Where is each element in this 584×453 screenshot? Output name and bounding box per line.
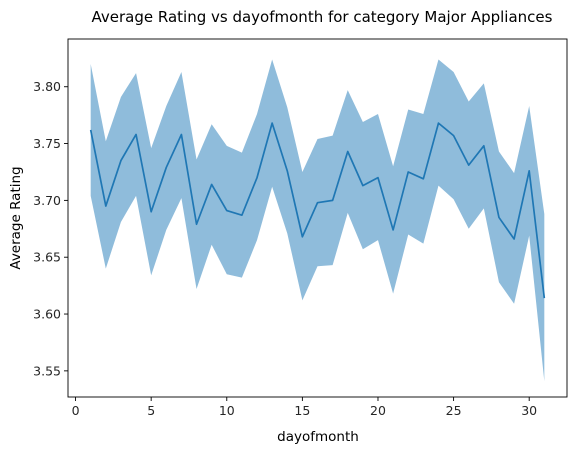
x-tick-label: 25 (446, 403, 462, 418)
y-tick-label: 3.70 (33, 193, 61, 208)
x-axis: 0 5 10 15 20 25 30 (72, 397, 537, 418)
axes-frame (67, 38, 568, 398)
y-tick-label: 3.80 (33, 79, 61, 94)
x-tick-label: 20 (370, 403, 386, 418)
y-tick-label: 3.75 (33, 136, 61, 151)
confidence-band (90, 59, 545, 382)
x-tick-label: 10 (219, 403, 235, 418)
mean-line (89, 122, 546, 299)
y-tick-label: 3.55 (33, 363, 61, 378)
x-axis-label: dayofmonth (277, 429, 359, 445)
x-tick-label: 0 (72, 403, 80, 418)
x-tick-label: 15 (294, 403, 310, 418)
plot-area (89, 59, 546, 382)
chart-title: Average Rating vs dayofmonth for categor… (92, 8, 553, 26)
y-tick-label: 3.60 (33, 307, 61, 322)
y-tick-label: 3.65 (33, 250, 61, 265)
x-tick-label: 5 (147, 403, 155, 418)
x-tick-label: 30 (521, 403, 537, 418)
y-axis-label: Average Rating (8, 166, 24, 269)
y-axis: 3.55 3.60 3.65 3.70 3.75 3.80 (33, 79, 68, 378)
